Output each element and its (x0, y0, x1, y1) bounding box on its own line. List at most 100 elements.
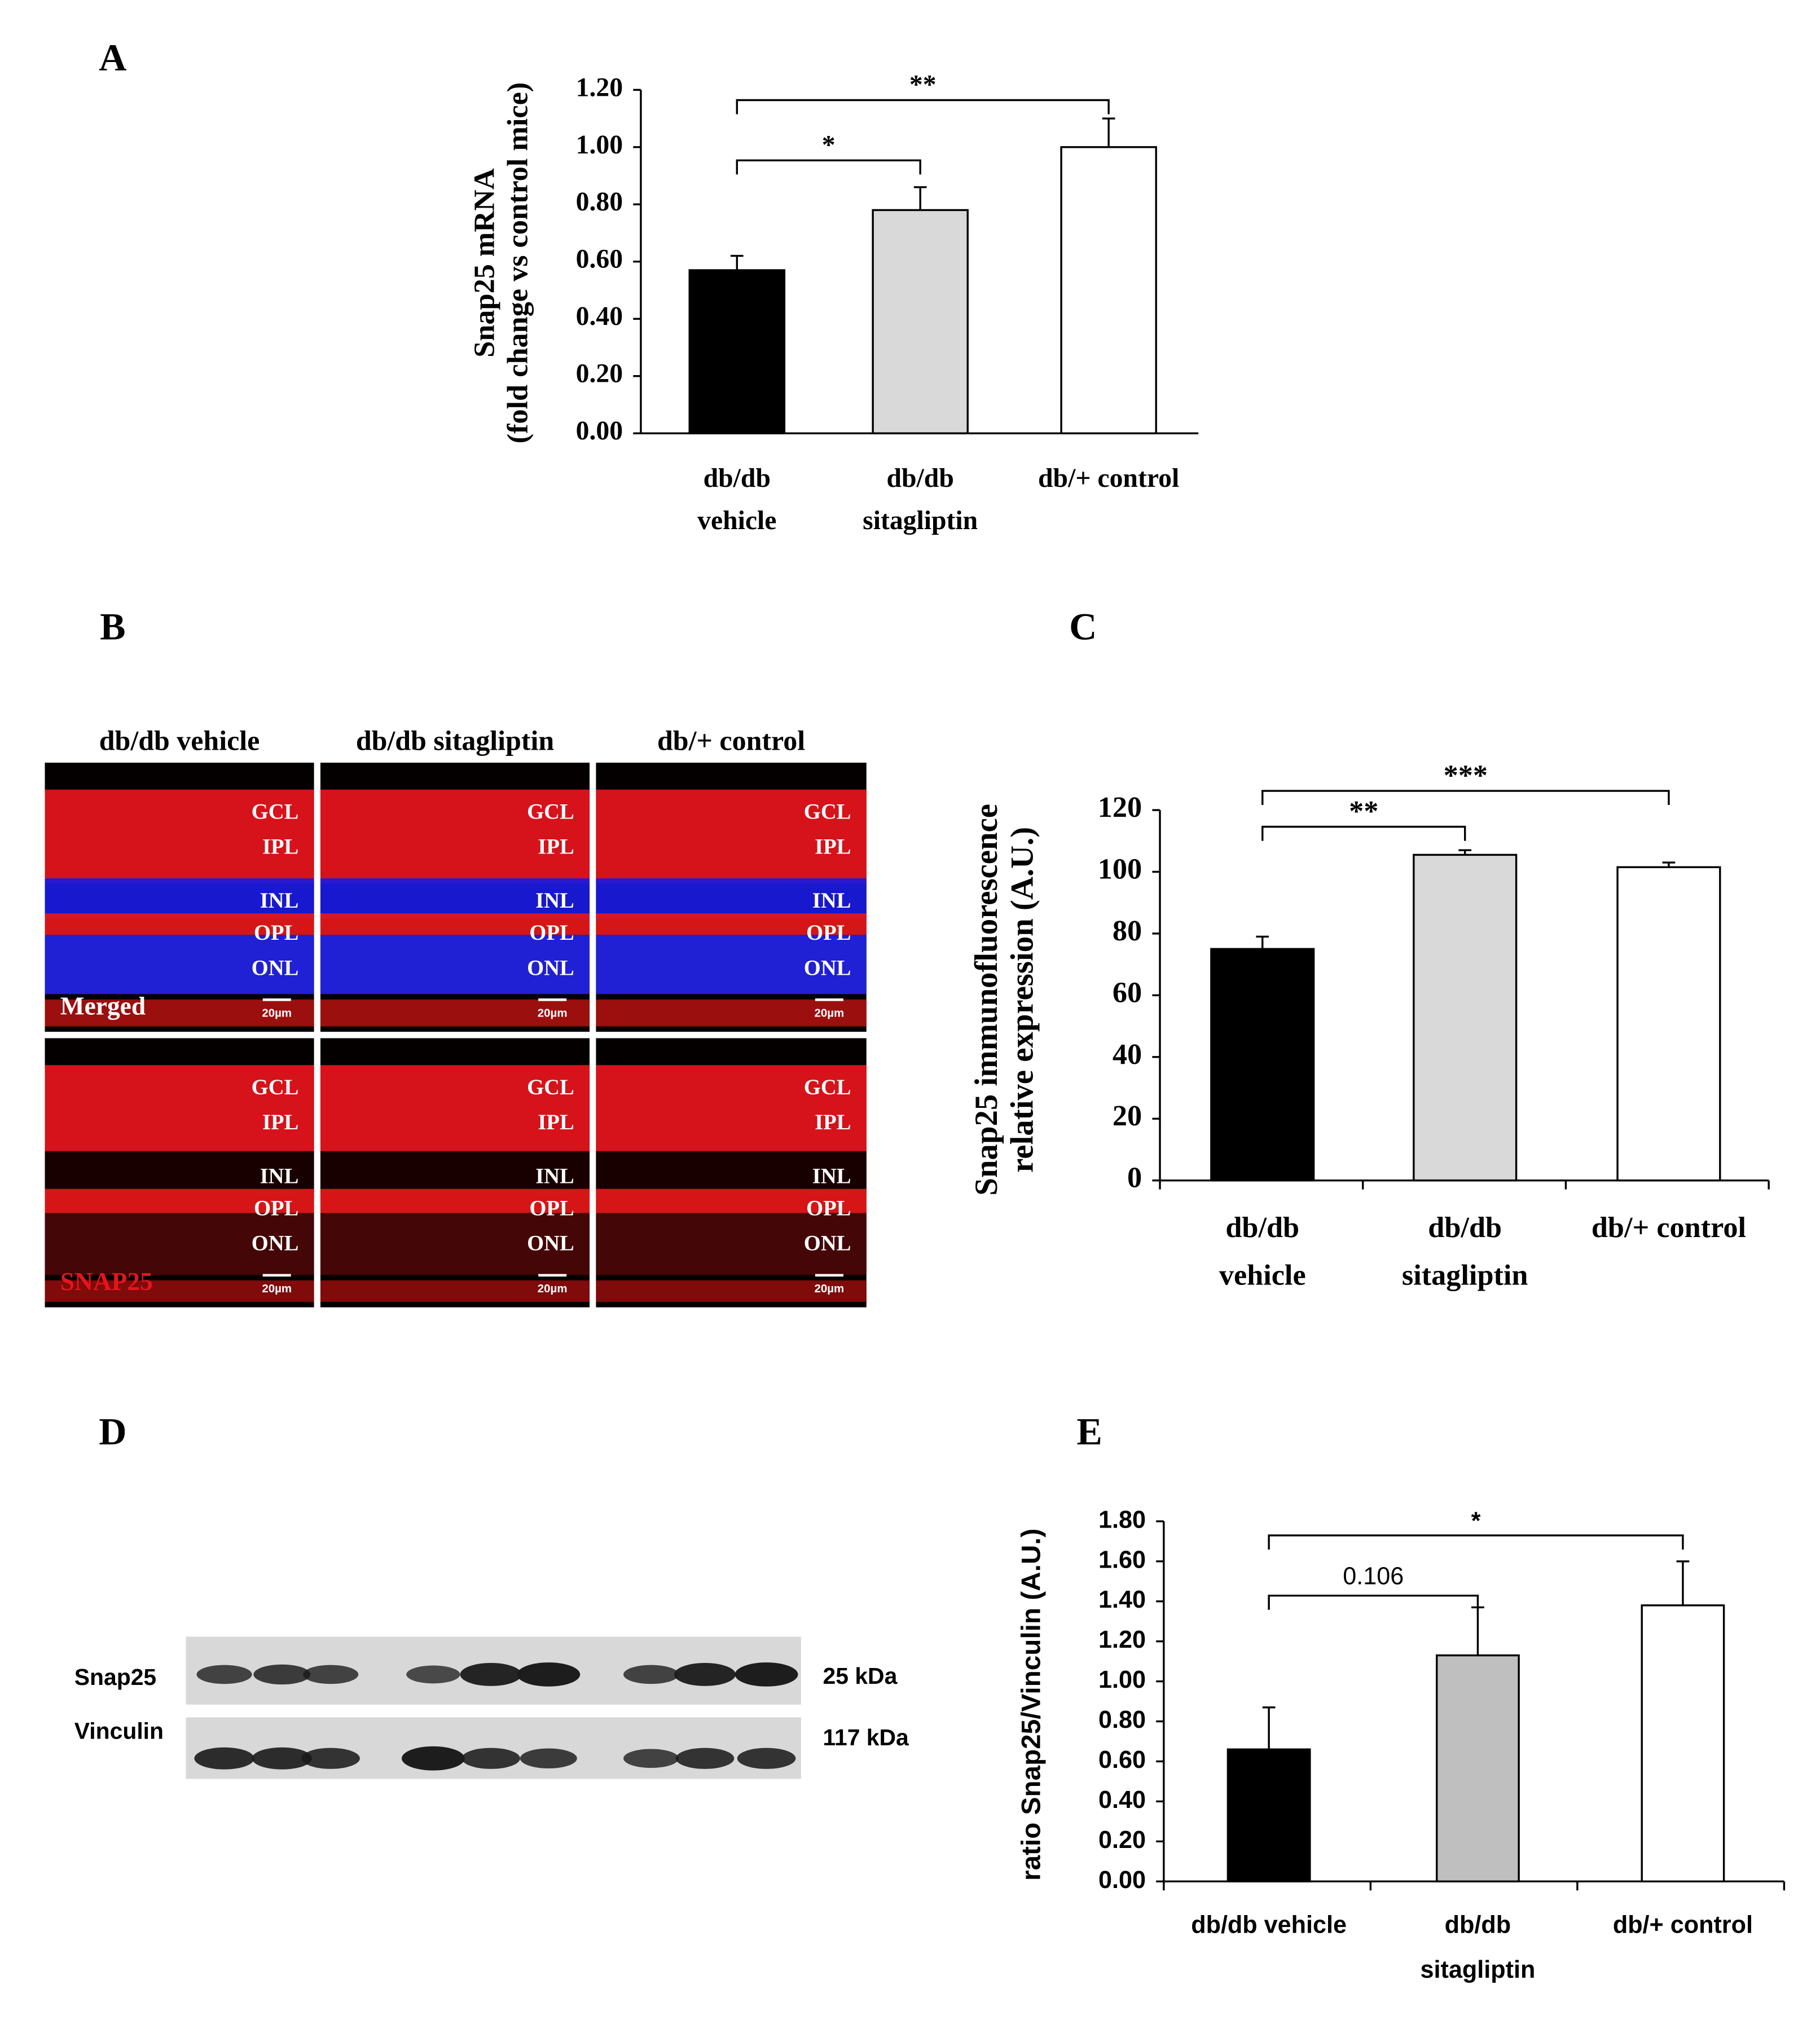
y-tick-label: 1.00 (576, 130, 623, 160)
tissue-layer (596, 1065, 867, 1151)
y-tick-label: 40 (1113, 1038, 1142, 1071)
tissue-layer (45, 1065, 314, 1151)
y-tick-label: 1.20 (1098, 1626, 1146, 1653)
layer-label: GCL (527, 1076, 574, 1099)
tissue-layer (320, 789, 590, 884)
panel-label: D (99, 1410, 126, 1453)
blot-band (623, 1749, 679, 1768)
scale-bar-label: 20µm (815, 1282, 845, 1295)
y-tick-label: 0.60 (1098, 1746, 1146, 1773)
tissue-layer (320, 878, 590, 919)
y-axis-label: relative expression (A.U.) (1004, 827, 1040, 1173)
significance-bracket (1268, 1595, 1479, 1610)
y-tick-label: 0.20 (576, 359, 623, 389)
layer-label: ONL (527, 1232, 574, 1256)
bar (1210, 948, 1315, 1182)
layer-label: GCL (804, 800, 851, 824)
tissue-layer (45, 878, 314, 919)
x-tick-label: sitagliptin (1421, 1956, 1536, 1983)
layer-label: OPL (254, 1197, 298, 1221)
layer-label: IPL (262, 1111, 298, 1134)
blot-size: 25 kDa (823, 1663, 898, 1689)
layer-label: INL (812, 1164, 851, 1188)
tissue-layer (596, 935, 867, 994)
tissue-layer (320, 935, 590, 994)
x-tick-label: db/+ control (1613, 1911, 1753, 1938)
layer-label: IPL (538, 835, 574, 859)
tissue-layer (45, 999, 314, 1027)
tissue-layer (45, 1213, 314, 1275)
tissue-layer (596, 1280, 867, 1302)
layer-label: OPL (806, 1197, 851, 1221)
layer-label: INL (260, 1164, 299, 1188)
bar (1060, 146, 1157, 434)
scale-bar-label: 20µm (538, 1007, 568, 1020)
y-tick-label: 1.00 (1098, 1666, 1146, 1693)
layer-label: IPL (815, 835, 851, 859)
blot-band (675, 1748, 735, 1769)
layer-label: INL (535, 1164, 574, 1188)
panel-label: B (100, 605, 125, 648)
layer-label: IPL (815, 1111, 851, 1134)
bar (1616, 866, 1721, 1182)
tissue-layer (320, 1151, 590, 1195)
tissue-layer (320, 1065, 590, 1151)
layer-label: IPL (262, 835, 298, 859)
error-bar (1256, 935, 1269, 949)
tissue-layer (320, 1189, 590, 1213)
x-tick-label: vehicle (697, 505, 776, 535)
y-tick-label: 0.00 (576, 416, 623, 446)
y-axis-label: ratio Snap25/Vinculin (A.U.) (1017, 1529, 1047, 1881)
layer-label: INL (535, 889, 574, 913)
y-tick-label: 0.40 (576, 301, 623, 331)
error-bar (1262, 1706, 1276, 1750)
significance-label: 0.106 (1343, 1563, 1404, 1590)
x-tick-label: db/+ control (1038, 463, 1179, 493)
y-tick-label: 0.80 (1098, 1706, 1146, 1733)
blot-band (196, 1665, 252, 1684)
x-tick-label: db/db (1428, 1211, 1502, 1244)
blot-band (401, 1746, 465, 1771)
y-tick-label: 1.40 (1098, 1586, 1146, 1613)
panel-label: A (99, 36, 126, 79)
x-tick-label: vehicle (1219, 1258, 1306, 1291)
layer-label: GCL (527, 800, 574, 824)
tissue-layer (45, 913, 314, 935)
layer-label: OPL (254, 921, 298, 945)
y-tick-label: 80 (1113, 914, 1142, 947)
significance-label: ** (909, 70, 937, 100)
y-tick-label: 1.80 (1098, 1506, 1146, 1533)
tissue-layer (320, 1280, 590, 1302)
significance-label: *** (1444, 759, 1488, 791)
x-tick-label: db/db (1225, 1211, 1299, 1244)
bar (1436, 1654, 1520, 1883)
y-tick-label: 0 (1127, 1161, 1142, 1194)
blot-size: 117 kDa (823, 1724, 909, 1750)
tissue-layer (596, 1151, 867, 1195)
layer-label: OPL (529, 921, 574, 945)
tissue-layer (320, 913, 590, 935)
tissue-layer (45, 935, 314, 994)
layer-label: INL (812, 889, 851, 913)
error-bar (1458, 849, 1472, 855)
significance-bracket (1268, 1534, 1684, 1550)
bar (1413, 853, 1518, 1182)
error-bar (1662, 861, 1676, 868)
significance-bracket (1261, 825, 1466, 841)
bar (688, 269, 786, 434)
bar (1641, 1604, 1725, 1883)
y-tick-label: 60 (1113, 976, 1142, 1009)
tissue-layer (45, 1280, 314, 1302)
scale-bar-label: 20µm (815, 1007, 845, 1020)
panel-label: C (1069, 605, 1097, 648)
scale-bar-label: 20µm (262, 1282, 292, 1295)
scale-bar-label: 20µm (262, 1007, 292, 1020)
tissue-layer (320, 999, 590, 1027)
error-bar (1471, 1606, 1484, 1656)
column-header: db/db sitagliptin (356, 724, 555, 756)
tissue-layer (596, 878, 867, 919)
blot-band (303, 1665, 359, 1684)
blot-band (520, 1748, 577, 1768)
chart: 0 20 40 60 80 100 120 Snap25 immunofluorescence… (969, 759, 1770, 1291)
